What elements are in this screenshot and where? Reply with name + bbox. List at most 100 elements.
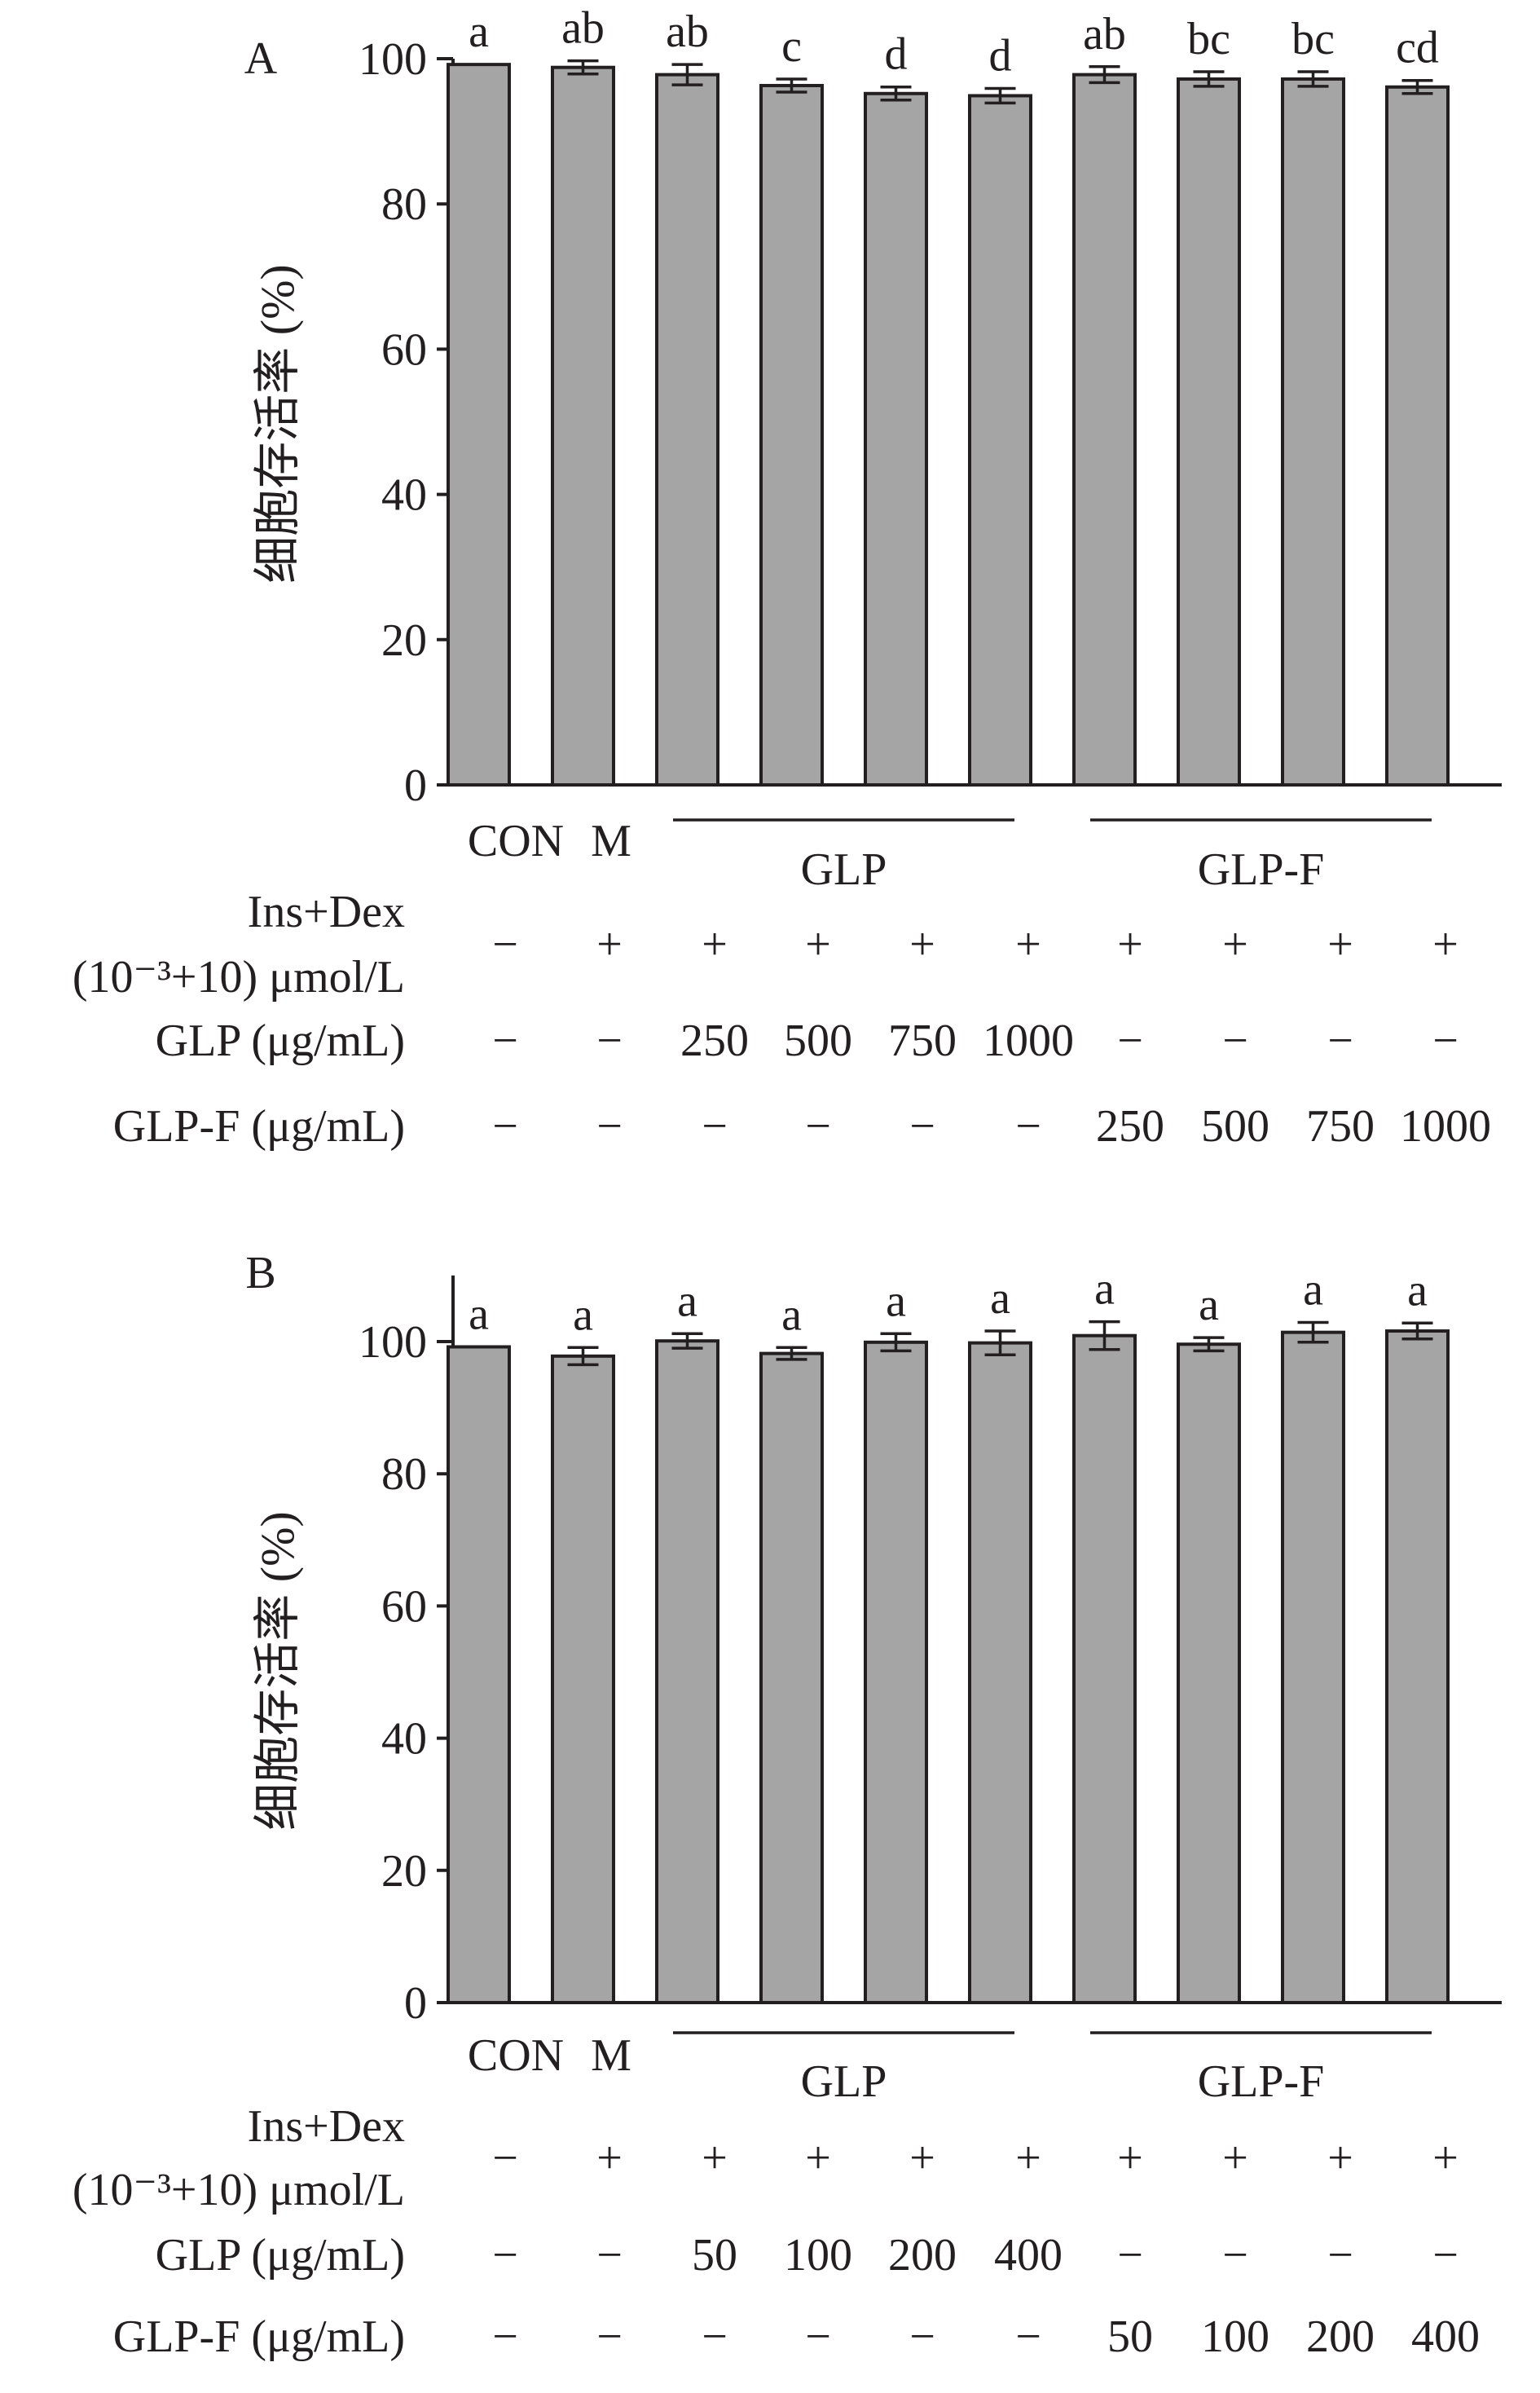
p2-condition-value: −	[702, 2311, 728, 2362]
p1-condition-value: 1000	[983, 1016, 1074, 1066]
p1-condition-value: −	[909, 1101, 935, 1152]
p1-y-tick-label: 20	[381, 615, 427, 666]
p2-condition-value: +	[1117, 2133, 1143, 2184]
p2-bar	[1281, 1330, 1345, 2004]
p1-condition-value: +	[1222, 919, 1248, 970]
p2-significance-letter: a	[469, 1289, 489, 1339]
p1-condition-value: −	[702, 1101, 728, 1152]
p1-condition-value: 500	[784, 1016, 852, 1066]
p2-significance-letter: a	[1199, 1280, 1219, 1330]
panel-b: B 细胞存活率 (%) 0 20 40 60 80 100 a a a a a a a a a a CON M GLP G…	[73, 1248, 1502, 2362]
p2-category-label: M	[591, 2030, 631, 2081]
p2-bar	[655, 1339, 719, 2004]
p1-condition-value: +	[1117, 919, 1143, 970]
p1-condition-value: +	[702, 919, 728, 970]
p1-bar	[1072, 73, 1137, 787]
p1-bar	[447, 63, 511, 787]
p2-condition-value: +	[805, 2133, 831, 2184]
p2-y-tick-label: 0	[404, 1978, 427, 2029]
p1-category-label: CON	[468, 816, 564, 866]
p1-condition-value: 500	[1201, 1101, 1269, 1152]
p2-bar	[864, 1340, 928, 2005]
p1-condition-value: 250	[1096, 1101, 1164, 1152]
p2-condition-value: −	[492, 2230, 518, 2281]
p1-condition-value: −	[492, 1101, 518, 1152]
p2-condition-value: 50	[692, 2230, 737, 2281]
p2-condition-value: +	[1327, 2133, 1353, 2184]
p1-significance-letter: ab	[561, 3, 605, 54]
p2-condition-value: 400	[1411, 2311, 1480, 2362]
p2-bar	[759, 1351, 824, 2004]
p1-significance-letter: d	[885, 29, 908, 80]
p1-significance-letter: c	[781, 21, 802, 72]
p1-y-tick-label: 40	[381, 470, 427, 521]
p1-y-tick-label: 80	[381, 179, 427, 230]
p1-condition-label: (10⁻³+10) μmol/L	[73, 952, 405, 1003]
p2-bar	[551, 1354, 615, 2005]
p2-condition-value: −	[1117, 2230, 1143, 2281]
p2-condition-value: −	[1432, 2230, 1459, 2281]
p1-significance-letter: d	[989, 31, 1012, 82]
p2-y-tick-label: 80	[381, 1449, 427, 1500]
p2-condition-value: +	[1015, 2133, 1041, 2184]
p1-condition-value: −	[805, 1101, 831, 1152]
p1-condition-value: −	[1222, 1016, 1248, 1066]
p2-condition-value: +	[1432, 2133, 1459, 2184]
p1-condition-value: +	[909, 919, 935, 970]
p1-significance-letter: bc	[1187, 14, 1230, 64]
p2-y-tick-label: 40	[381, 1714, 427, 1765]
p2-category-label: CON	[468, 2030, 564, 2081]
p2-condition-value: −	[1015, 2311, 1041, 2362]
p2-significance-letter: a	[573, 1289, 593, 1340]
p1-y-tick-label: 60	[381, 324, 427, 375]
p2-significance-letter: a	[677, 1276, 697, 1326]
p1-condition-value: 250	[680, 1016, 749, 1066]
p1-condition-value: 750	[1306, 1101, 1375, 1152]
p1-bar	[551, 65, 615, 787]
p1-condition-label: Ins+Dex	[248, 887, 405, 937]
p2-condition-value: −	[596, 2311, 623, 2362]
p1-significance-letter: ab	[666, 7, 709, 57]
p1-y-tick-label: 0	[404, 760, 427, 811]
p2-condition-value: 100	[784, 2230, 852, 2281]
p1-condition-value: +	[1015, 919, 1041, 970]
p1-group-label: GLP	[801, 844, 887, 895]
p2-condition-value: −	[492, 2311, 518, 2362]
p2-condition-value: +	[596, 2133, 623, 2184]
p1-panel-label: A	[244, 33, 278, 84]
p1-bar	[759, 83, 824, 787]
p1-group-label: GLP-F	[1198, 844, 1325, 895]
p2-condition-value: +	[702, 2133, 728, 2184]
p2-significance-letter: a	[1303, 1264, 1323, 1315]
p1-condition-value: +	[596, 919, 623, 970]
p2-significance-letter: a	[1407, 1265, 1428, 1315]
p1-condition-value: +	[1327, 919, 1353, 970]
p1-bar	[1281, 77, 1345, 787]
p2-bar	[447, 1345, 511, 2005]
p1-condition-label: GLP-F (μg/mL)	[113, 1101, 405, 1152]
p2-condition-value: +	[1222, 2133, 1248, 2184]
p2-condition-value: +	[909, 2133, 935, 2184]
p2-condition-value: −	[492, 2133, 518, 2184]
p2-condition-value: −	[1222, 2230, 1248, 2281]
p2-group-label: GLP	[801, 2056, 887, 2107]
p1-condition-value: −	[492, 919, 518, 970]
p1-condition-value: 1000	[1400, 1101, 1491, 1152]
p2-bar	[1072, 1333, 1137, 2005]
p1-significance-letter: cd	[1396, 23, 1439, 73]
p2-significance-letter: a	[1094, 1264, 1115, 1315]
p2-y-tick-label: 100	[359, 1317, 427, 1368]
p2-condition-value: −	[1327, 2230, 1353, 2281]
p1-bar	[1385, 85, 1450, 787]
p2-condition-label: (10⁻³+10) μmol/L	[73, 2165, 405, 2215]
p1-condition-value: −	[492, 1016, 518, 1066]
p2-group-label: GLP-F	[1198, 2056, 1325, 2107]
p1-significance-letter: bc	[1291, 14, 1335, 64]
p1-bar	[864, 91, 928, 787]
p1-category-label: M	[591, 816, 631, 866]
p2-condition-value: 200	[1306, 2311, 1375, 2362]
p2-condition-value: −	[596, 2230, 623, 2281]
p2-condition-label: GLP (μg/mL)	[156, 2230, 405, 2281]
